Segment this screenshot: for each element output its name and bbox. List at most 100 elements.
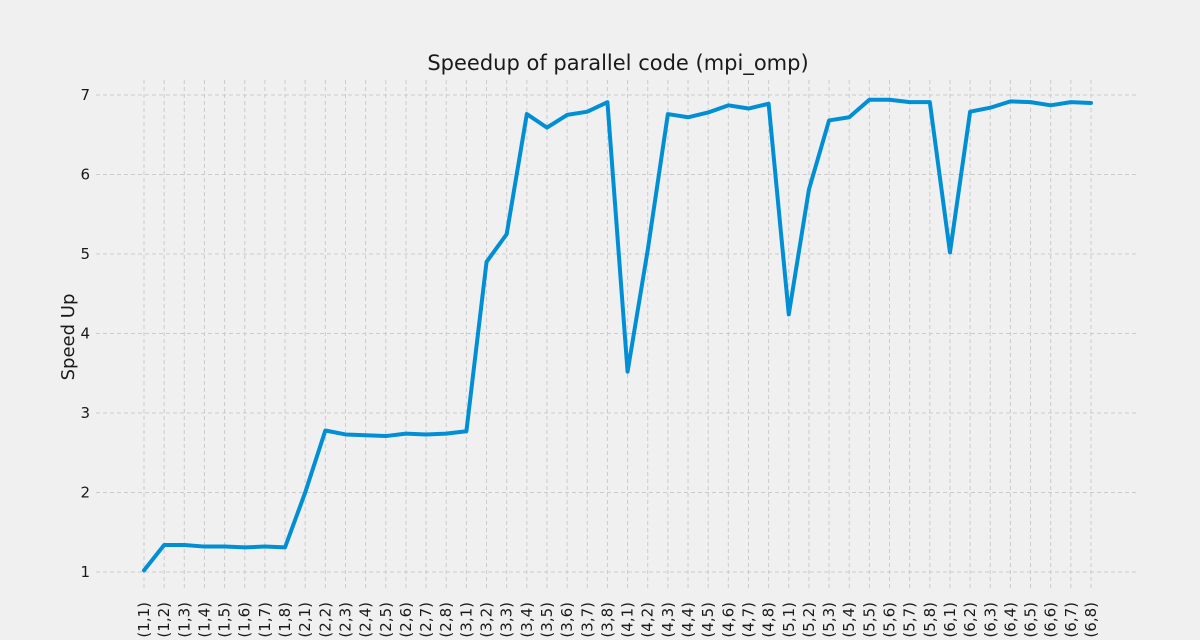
x-tick-label: (5,2) xyxy=(800,602,818,638)
x-tick-label: (1,1) xyxy=(135,602,153,638)
data-point xyxy=(425,433,427,435)
x-tick-label: (4,2) xyxy=(639,602,657,638)
x-tick-label: (1,4) xyxy=(195,602,213,638)
x-tick-label: (5,4) xyxy=(840,602,858,638)
data-point xyxy=(687,116,689,118)
x-tick-label: (2,1) xyxy=(296,602,314,638)
x-tick-label: (2,3) xyxy=(336,602,354,638)
data-point xyxy=(546,127,548,129)
data-point xyxy=(526,113,528,115)
series-group xyxy=(142,97,1093,573)
data-point xyxy=(727,104,729,106)
data-point xyxy=(183,544,185,546)
x-tick-label: (4,6) xyxy=(719,602,737,638)
x-tick-label: (6,7) xyxy=(1062,602,1080,638)
x-tick-label: (4,8) xyxy=(760,602,778,638)
x-tick-label: (2,4) xyxy=(357,602,375,638)
x-tick-label: (2,8) xyxy=(437,602,455,638)
data-point xyxy=(465,430,467,432)
x-tick-label: (1,8) xyxy=(276,602,294,638)
data-point xyxy=(989,107,991,109)
data-point xyxy=(203,546,205,548)
x-tick-label: (1,5) xyxy=(216,602,234,638)
data-point xyxy=(1030,101,1032,103)
y-axis-ticks: 1 2 3 4 5 6 7 xyxy=(80,86,90,581)
x-tick-label: (4,5) xyxy=(699,602,717,638)
data-point xyxy=(868,99,870,101)
x-tick-label: (3,1) xyxy=(457,602,475,638)
x-tick-label: (3,2) xyxy=(478,602,496,638)
data-point xyxy=(405,433,407,435)
y-tick-label: 6 xyxy=(80,166,90,184)
y-axis-label: Speed Up xyxy=(58,294,79,381)
data-point xyxy=(606,101,608,103)
data-point xyxy=(586,111,588,113)
data-point xyxy=(566,114,568,116)
x-tick-label: (4,4) xyxy=(679,602,697,638)
x-tick-label: (2,6) xyxy=(397,602,415,638)
data-point xyxy=(1009,100,1011,102)
data-point xyxy=(768,103,770,105)
data-point xyxy=(707,111,709,113)
data-point xyxy=(304,492,306,493)
x-tick-label: (1,6) xyxy=(236,602,254,638)
series-line xyxy=(142,97,1093,573)
data-point xyxy=(949,251,951,253)
x-tick-label: (2,5) xyxy=(377,602,395,638)
y-tick-label: 5 xyxy=(80,245,90,263)
data-point xyxy=(365,434,367,436)
data-point xyxy=(486,261,488,263)
x-tick-label: (5,5) xyxy=(860,602,878,638)
data-point xyxy=(788,313,790,315)
data-point xyxy=(143,569,145,571)
x-tick-label: (3,5) xyxy=(538,602,556,638)
data-point xyxy=(929,101,931,103)
x-tick-label: (5,7) xyxy=(901,602,919,638)
data-point xyxy=(627,371,629,373)
data-point xyxy=(284,546,286,548)
data-point xyxy=(224,546,226,548)
x-tick-label: (3,8) xyxy=(598,602,616,638)
x-tick-label: (4,7) xyxy=(739,602,757,638)
data-point xyxy=(324,429,326,431)
x-tick-label: (6,6) xyxy=(1042,602,1060,638)
x-tick-label: (6,3) xyxy=(981,602,999,638)
x-tick-label: (1,3) xyxy=(175,602,193,638)
data-point xyxy=(828,119,830,121)
data-point xyxy=(385,435,387,437)
chart-title: Speedup of parallel code (mpi_omp) xyxy=(427,51,808,76)
data-point xyxy=(1050,104,1052,106)
x-tick-label: (4,3) xyxy=(659,602,677,638)
data-point xyxy=(163,544,165,546)
data-point xyxy=(969,111,971,113)
y-tick-label: 3 xyxy=(80,404,90,422)
x-tick-label: (1,2) xyxy=(155,602,173,638)
data-point xyxy=(747,108,749,110)
x-tick-label: (6,5) xyxy=(1022,602,1040,638)
y-tick-label: 2 xyxy=(80,484,90,502)
x-tick-label: (3,6) xyxy=(558,602,576,638)
data-point xyxy=(244,546,246,548)
data-point xyxy=(647,249,649,251)
x-tick-label: (5,3) xyxy=(820,602,838,638)
x-tick-label: (3,3) xyxy=(498,602,516,638)
data-point xyxy=(808,189,810,191)
x-tick-label: (2,7) xyxy=(417,602,435,638)
x-tick-label: (4,1) xyxy=(619,602,637,638)
x-tick-label: (6,1) xyxy=(941,602,959,638)
data-point xyxy=(445,433,447,435)
x-tick-label: (5,1) xyxy=(780,602,798,638)
data-point xyxy=(1070,101,1072,103)
gridlines xyxy=(96,80,1138,590)
x-tick-label: (2,2) xyxy=(316,602,334,638)
x-tick-label: (6,2) xyxy=(961,602,979,638)
data-point xyxy=(889,99,891,101)
x-tick-label: (1,7) xyxy=(256,602,274,638)
data-point xyxy=(667,113,669,115)
x-tick-label: (6,8) xyxy=(1082,602,1100,638)
x-tick-label: (6,4) xyxy=(1001,602,1019,638)
x-tick-label: (3,4) xyxy=(518,602,536,638)
data-point xyxy=(344,433,346,435)
data-point xyxy=(909,101,911,103)
